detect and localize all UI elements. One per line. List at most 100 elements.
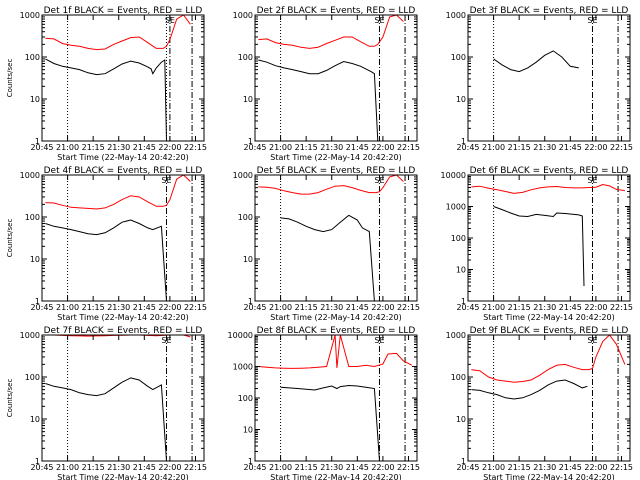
- x-tick-label: 22:00: [158, 143, 181, 152]
- x-tick-label: 21:00: [269, 143, 292, 152]
- x-tick-label: 22:15: [184, 303, 207, 312]
- chart-panel-5: Det 5f BLACK = Events, RED = LLD 1 10 100 10…: [233, 166, 420, 322]
- lld-series-line: [471, 334, 626, 383]
- y-tick-label: 1: [248, 137, 253, 146]
- x-tick-label: 21:15: [295, 463, 318, 472]
- plot-frame: [41, 14, 205, 142]
- y-tick-label: 10: [243, 426, 253, 435]
- x-tick-label: 20:45: [30, 303, 53, 312]
- y-tick-label: 1000: [20, 171, 40, 180]
- x-tick-label: 21:30: [533, 303, 556, 312]
- y-axis-label: Counts/sec: [6, 219, 14, 258]
- y-axis-label: Counts/sec: [6, 59, 14, 98]
- x-tick-label: 21:00: [269, 303, 292, 312]
- x-tick-label: 21:00: [56, 463, 79, 472]
- y-tick-label: 100: [25, 373, 40, 382]
- x-tick-label: 20:45: [456, 143, 479, 152]
- x-tick-label: 21:30: [107, 303, 130, 312]
- y-tick-label: 1: [35, 137, 40, 146]
- x-axis-label: Start Time (22-May-14 20:42:20): [57, 153, 188, 162]
- x-tick-label: 22:00: [158, 463, 181, 472]
- x-tick-label: 21:30: [107, 143, 130, 152]
- x-tick-label: 21:15: [82, 463, 105, 472]
- x-tick-label: 21:00: [482, 303, 505, 312]
- lld-series-line: [258, 334, 413, 369]
- x-tick-label: 22:15: [397, 303, 420, 312]
- plot-frame: [41, 174, 205, 302]
- x-tick-label: 21:45: [559, 143, 582, 152]
- event-annotation: SE: [374, 16, 384, 25]
- x-tick-label: 22:15: [610, 463, 633, 472]
- x-tick-label: 21:45: [559, 463, 582, 472]
- y-tick-label: 100: [451, 234, 466, 243]
- y-tick-label: 1: [461, 137, 466, 146]
- x-axis-label: Start Time (22-May-14 20:42:20): [57, 313, 188, 322]
- lld-series-line: [45, 14, 191, 51]
- plot-frame: [467, 174, 631, 302]
- x-tick-label: 20:45: [243, 143, 266, 152]
- y-tick-label: 1: [35, 457, 40, 466]
- chart-panel-6: Det 6f BLACK = Events, RED = LLD 1 10 100 10…: [441, 166, 633, 322]
- plot-frame: [41, 334, 205, 462]
- chart-panel-9: Det 9f BLACK = Events, RED = LLD 1 10 100 10…: [446, 326, 633, 480]
- x-axis-label: Start Time (22-May-14 20:42:20): [57, 473, 188, 480]
- x-axis-label: Start Time (22-May-14 20:42:20): [270, 153, 401, 162]
- x-tick-label: 22:00: [371, 463, 394, 472]
- event-annotation: SE: [165, 16, 175, 25]
- chart-title: Det 8f BLACK = Events, RED = LLD: [257, 326, 416, 336]
- x-tick-label: 22:15: [610, 303, 633, 312]
- x-tick-label: 21:00: [56, 303, 79, 312]
- x-tick-label: 21:15: [82, 303, 105, 312]
- events-series-line: [45, 377, 167, 462]
- x-tick-label: 22:00: [584, 463, 607, 472]
- x-tick-label: 21:15: [508, 463, 531, 472]
- x-tick-label: 22:00: [371, 143, 394, 152]
- y-tick-label: 100: [451, 53, 466, 62]
- y-tick-label: 1000: [233, 11, 253, 20]
- x-tick-label: 21:45: [133, 303, 156, 312]
- events-series-line: [493, 50, 579, 73]
- y-tick-label: 1: [461, 457, 466, 466]
- x-tick-label: 21:45: [133, 143, 156, 152]
- y-tick-label: 10: [456, 266, 466, 275]
- y-tick-label: 1: [461, 297, 466, 306]
- x-tick-label: 21:30: [320, 303, 343, 312]
- lld-series-line: [258, 174, 404, 195]
- x-tick-label: 21:15: [295, 143, 318, 152]
- y-tick-label: 10: [30, 415, 40, 424]
- y-tick-label: 100: [238, 394, 253, 403]
- y-tick-label: 10: [456, 415, 466, 424]
- event-annotation: SE: [587, 176, 597, 185]
- x-tick-label: 21:15: [508, 303, 531, 312]
- chart-panel-3: Det 3f BLACK = Events, RED = LLD 1 10 100 10…: [446, 6, 633, 152]
- plot-frame: [467, 14, 631, 142]
- y-tick-label: 10: [30, 255, 40, 264]
- y-tick-label: 1000: [20, 331, 40, 340]
- events-series-line: [45, 58, 167, 142]
- event-annotation: SE: [587, 336, 597, 345]
- plot-frame: [254, 174, 418, 302]
- chart-title: Det 1f BLACK = Events, RED = LLD: [44, 6, 203, 16]
- lld-series-line: [471, 183, 625, 194]
- events-series-line: [280, 214, 375, 302]
- x-tick-label: 21:00: [56, 143, 79, 152]
- x-tick-label: 21:45: [346, 143, 369, 152]
- y-tick-label: 10: [243, 95, 253, 104]
- y-tick-label: 100: [238, 53, 253, 62]
- plot-frame: [254, 14, 418, 142]
- x-tick-label: 21:30: [320, 143, 343, 152]
- chart-title: Det 9f BLACK = Events, RED = LLD: [470, 326, 629, 336]
- chart-panel-8: Det 8f BLACK = Events, RED = LLD 1 10 100 10…: [228, 326, 420, 480]
- y-tick-label: 100: [25, 53, 40, 62]
- x-tick-label: 22:15: [184, 463, 207, 472]
- x-tick-label: 20:45: [30, 463, 53, 472]
- x-tick-label: 21:00: [482, 463, 505, 472]
- chart-panel-7: Det 7f BLACK = Events, RED = LLD 1 10 100 10…: [6, 326, 207, 480]
- events-series-line: [471, 379, 588, 400]
- chart-panel-1: Det 1f BLACK = Events, RED = LLD 1 10 100 10…: [6, 6, 207, 162]
- x-tick-label: 22:15: [397, 143, 420, 152]
- x-tick-label: 21:00: [482, 143, 505, 152]
- event-annotation: SE: [374, 176, 384, 185]
- event-annotation: SE: [161, 176, 171, 185]
- x-tick-label: 21:15: [508, 143, 531, 152]
